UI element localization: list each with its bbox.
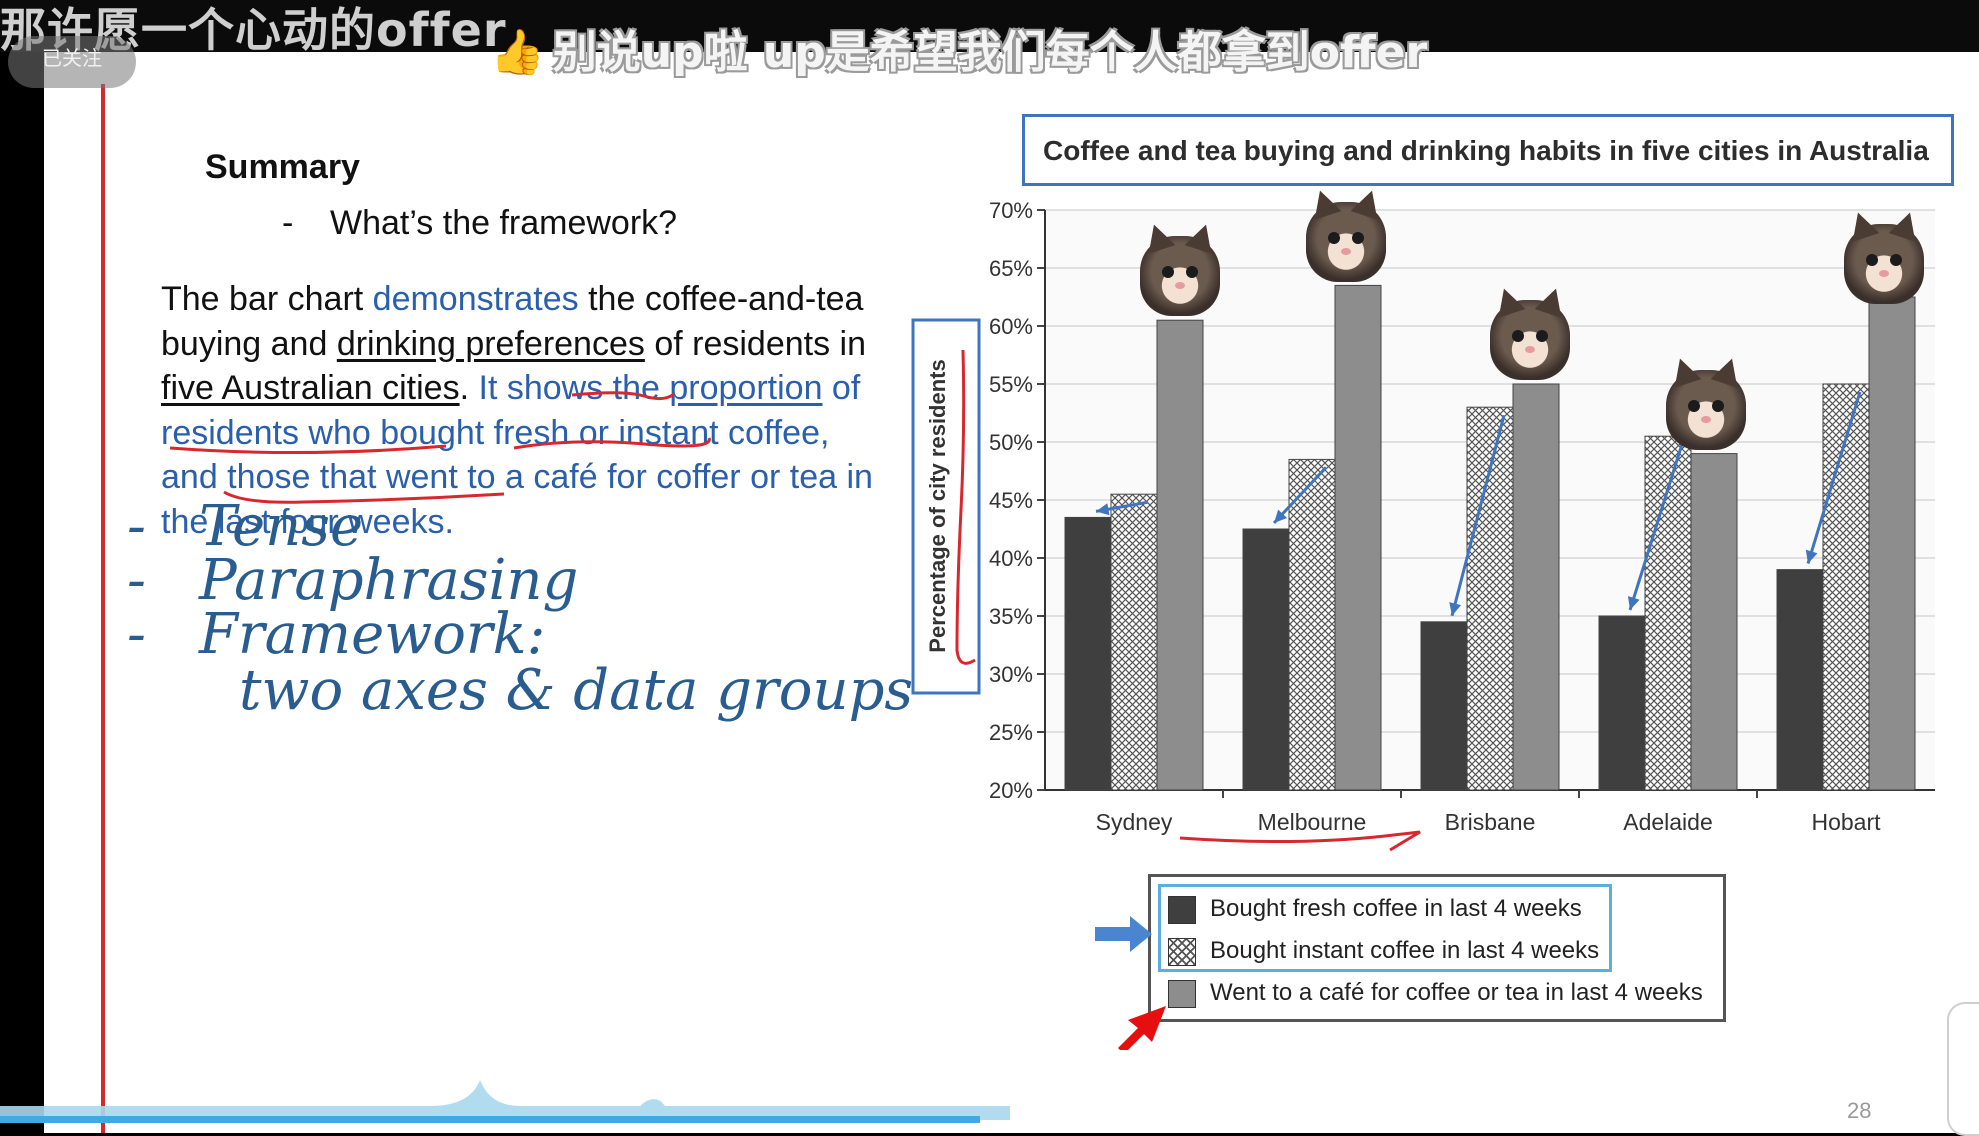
bar-hobart-1: [1776, 569, 1824, 791]
para-text: .: [459, 369, 479, 408]
cat-sticker-icon: [1306, 202, 1386, 282]
blue-pointer-arrow-icon: [1095, 916, 1152, 952]
bar-hobart-3: [1868, 296, 1916, 791]
para-keyword: demonstrates: [372, 280, 579, 318]
arrowhead-icon: [1449, 602, 1462, 616]
bar-brisbane-1: [1420, 621, 1468, 791]
y-tick-label: 65%: [989, 256, 1033, 281]
cat-sticker-icon: [1140, 236, 1220, 316]
arrowhead-icon: [1096, 503, 1110, 516]
page-number: 28: [1847, 1098, 1872, 1123]
y-tick-label: 55%: [989, 372, 1033, 397]
bar-adelaide-2: [1644, 435, 1692, 791]
blue-annotation-arrow: [1450, 414, 1506, 617]
bar-adelaide-3: [1690, 453, 1738, 791]
para-text: the coffee-and-tea buying and: [161, 280, 864, 363]
danmaku-text: 别说up啦 up是希望我们每个人都拿到offer: [552, 27, 1428, 78]
para-underlined: drinking preferences: [336, 324, 645, 363]
para-text: The bar chart: [161, 280, 373, 318]
legend-label: Went to a café for coffee or tea in last…: [1210, 979, 1703, 1006]
red-pointer-arrow-icon: [1118, 1006, 1166, 1050]
summary-paragraph: The bar chart demonstrates the coffee-an…: [161, 277, 881, 545]
handwritten-underlines: [169, 391, 711, 504]
side-panel-handle[interactable]: [1947, 1002, 1979, 1136]
handwritten-dash: -: [127, 548, 146, 613]
para-text: of residents in: [644, 324, 866, 363]
audio-waveform: [0, 1080, 1010, 1123]
y-tick-label: 60%: [989, 314, 1033, 339]
bar-melbourne-3: [1334, 284, 1382, 791]
y-tick-label: 45%: [989, 488, 1033, 513]
arrowhead-icon: [1627, 596, 1640, 610]
handwritten-text: Framework:: [199, 602, 546, 667]
framework-question-text: What’s the framework?: [330, 204, 678, 242]
para-keyword-underlined: proportion: [669, 369, 823, 408]
arrowhead-icon: [1805, 549, 1818, 564]
handwritten-item-framework: - Framework:: [127, 602, 545, 667]
handwritten-text: Tense: [199, 494, 364, 559]
blue-annotation-arrow: [1628, 443, 1684, 611]
handwritten-dash: -: [127, 494, 146, 559]
handwritten-item-tense: - Tense: [127, 494, 363, 559]
blue-annotation-arrow: [1272, 466, 1328, 525]
bar-hobart-2: [1822, 383, 1870, 791]
bar-sydney-2: [1110, 493, 1158, 791]
chart-title: Coffee and tea buying and drinking habit…: [1043, 135, 1929, 166]
slide-margin-line: [101, 84, 105, 1133]
handwritten-text: Paraphrasing: [199, 548, 579, 613]
x-tick-label: Hobart: [1811, 809, 1881, 835]
ylabel-highlight-box: [911, 318, 981, 695]
blue-annotation-arrow: [1806, 391, 1862, 565]
framework-question: - What’s the framework?: [282, 204, 677, 243]
legend-swatch: [1168, 896, 1196, 924]
bar-sydney-3: [1156, 319, 1204, 791]
y-tick-label: 70%: [989, 198, 1033, 223]
cat-sticker-icon: [1666, 370, 1746, 450]
handwritten-dash: -: [127, 602, 146, 667]
follow-button[interactable]: 已关注: [8, 36, 136, 88]
bar-adelaide-1: [1598, 615, 1646, 791]
y-tick-label: 35%: [989, 604, 1033, 629]
handwritten-item-axes: two axes & data groups: [239, 658, 914, 723]
cat-sticker-icon: [1844, 224, 1924, 304]
legend-highlight-box: [1158, 884, 1612, 972]
video-top-bar: [0, 0, 1979, 52]
handwritten-item-paraphrasing: - Paraphrasing: [127, 548, 578, 613]
bar-melbourne-1: [1242, 528, 1290, 791]
y-tick-label: 50%: [989, 430, 1033, 455]
chart-title-box: Coffee and tea buying and drinking habit…: [1022, 114, 1954, 186]
arrowhead-icon: [1274, 509, 1288, 523]
x-label-underline: [1179, 830, 1421, 852]
x-tick-label: Melbourne: [1258, 809, 1367, 835]
bar-sydney-1: [1064, 516, 1112, 791]
y-tick-label: 30%: [989, 662, 1033, 687]
cat-sticker-icon: [1490, 300, 1570, 380]
thumbs-up-icon: 👍: [490, 27, 545, 78]
legend-label: Bought fresh coffee in last 4 weeks: [1210, 895, 1582, 922]
para-keyword: of residents who bought fresh or instant…: [161, 369, 873, 541]
bullet-dash: -: [282, 204, 294, 242]
para-keyword: It shows the: [478, 369, 670, 408]
chart-legend: [1148, 874, 1726, 1022]
y-tick-label: 25%: [989, 720, 1033, 745]
legend-label: Bought instant coffee in last 4 weeks: [1210, 937, 1600, 964]
para-underlined: five Australian cities: [161, 369, 460, 408]
legend-swatch: [1168, 980, 1196, 1008]
x-tick-label: Adelaide: [1623, 809, 1713, 835]
y-tick-label: 40%: [989, 546, 1033, 571]
x-tick-label: Brisbane: [1445, 809, 1536, 835]
bar-brisbane-3: [1512, 383, 1560, 791]
danmaku-comment: 👍 别说up啦 up是希望我们每个人都拿到offer: [490, 16, 1427, 80]
legend-swatch: [1168, 938, 1196, 966]
x-tick-label: Sydney: [1096, 809, 1173, 835]
y-axis-label: Percentage of city residents: [925, 359, 950, 652]
y-tick-label: 20%: [989, 778, 1033, 803]
ylabel-underline: [955, 349, 976, 665]
bar-melbourne-2: [1288, 458, 1336, 791]
summary-title: Summary: [205, 148, 360, 186]
pointer-arrows: [1095, 916, 1166, 1050]
bar-chart: 20% 25% 30% 35% 40% 45% 50% 55% 60% 65% 70% Sydney…: [911, 198, 1935, 852]
